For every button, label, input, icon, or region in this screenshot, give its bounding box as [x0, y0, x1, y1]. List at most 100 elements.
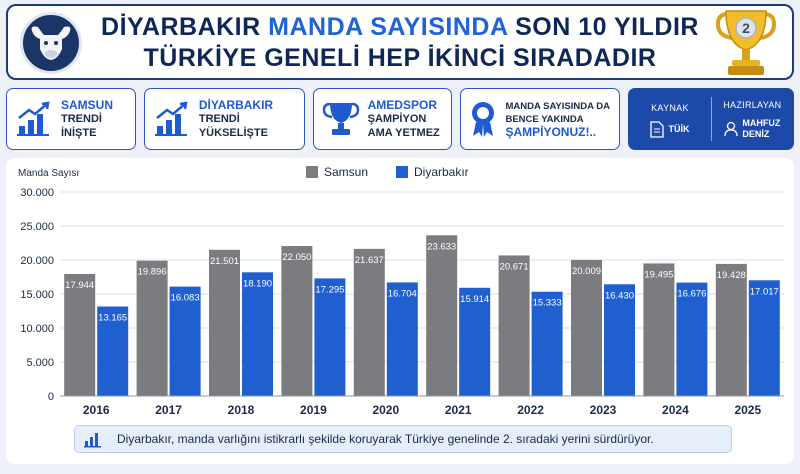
- x-tick-label: 2019: [300, 403, 327, 417]
- data-label: 19.428: [717, 270, 746, 281]
- bar-diyarbakir: [386, 282, 418, 396]
- bar-diyarbakir: [242, 272, 273, 396]
- data-label: 15.914: [460, 294, 489, 305]
- document-icon: [650, 120, 665, 138]
- legend-label: Diyarbakır: [414, 165, 469, 179]
- x-tick-label: 2016: [83, 403, 110, 417]
- card-head: SAMSUN: [61, 98, 114, 112]
- bar-diyarbakir: [169, 286, 201, 396]
- author-label: HAZIRLAYAN: [723, 100, 782, 110]
- data-label: 21.501: [210, 256, 239, 267]
- page-subtitle: TÜRKİYE GENELİ HEP İKİNCİ SIRADADIR: [143, 44, 657, 72]
- data-label: 17.944: [65, 280, 94, 291]
- bar-diyarbakir: [531, 291, 563, 396]
- card-line: İNİŞTE: [61, 127, 97, 139]
- card-line: AMA YETMEZ: [367, 127, 440, 139]
- card-credits: KAYNAK TÜİK HAZIRLAYAN MAHFUZ DENİZ: [628, 88, 795, 150]
- legend-swatch: [396, 166, 408, 178]
- data-label: 15.333: [533, 298, 562, 309]
- bar-samsun: [715, 263, 747, 396]
- data-label: 17.017: [750, 286, 779, 297]
- x-tick-label: 2022: [517, 403, 544, 417]
- bar-diyarbakir: [97, 306, 129, 396]
- source-value: TÜİK: [668, 123, 690, 134]
- bar-samsun: [281, 246, 313, 396]
- bar-samsun: [426, 235, 458, 396]
- user-icon: [724, 121, 738, 137]
- data-label: 16.430: [605, 290, 634, 301]
- bar-chart-up-icon: [154, 101, 188, 136]
- data-label: 19.495: [644, 269, 673, 280]
- buffalo-icon: [20, 12, 82, 74]
- y-tick-label: 15.000: [20, 289, 54, 301]
- data-label: 19.896: [138, 267, 167, 278]
- legend-label: Samsun: [324, 165, 368, 179]
- data-label: 17.295: [315, 284, 344, 295]
- title-highlight: MANDA SAYISINDA: [268, 13, 508, 41]
- bar-chart: Manda Sayısı 0 5.000 10.000 15.000 20.000 25.0…: [18, 165, 784, 417]
- x-tick-label: 2025: [734, 403, 761, 417]
- source-block: KAYNAK TÜİK: [629, 89, 710, 149]
- y-tick-label: 5.000: [26, 357, 54, 369]
- info-cards: SAMSUN TRENDİ İNİŞTE DİYARBAKIR TRENDİ YÜKSE…: [6, 88, 795, 150]
- y-tick-label: 30.000: [20, 187, 54, 199]
- bar-chart-icon: [84, 433, 101, 448]
- card-prediction: MANDA SAYISINDA DA BENCE YAKINDA ŞAMPİYONU…: [460, 88, 621, 150]
- y-tick-label: 25.000: [20, 221, 54, 233]
- x-tick-label: 2023: [590, 403, 617, 417]
- trophy-number: 2: [742, 20, 750, 36]
- x-tick-label: 2018: [228, 403, 255, 417]
- header: DİYARBAKIR MANDA SAYISINDA SON 10 YILDIR…: [6, 4, 794, 80]
- source-label: KAYNAK: [651, 102, 689, 113]
- bar-samsun: [643, 263, 675, 396]
- card-head: ŞAMPİYONUZ!..: [505, 124, 597, 139]
- author-name: MAHFUZ: [742, 118, 781, 128]
- x-tick-label: 2017: [155, 403, 182, 417]
- bar-diyarbakir: [676, 282, 708, 396]
- card-line: TRENDİ: [61, 113, 102, 125]
- data-label: 23.633: [427, 241, 456, 252]
- award-icon: [472, 102, 495, 137]
- author-block: HAZIRLAYAN MAHFUZ DENİZ: [712, 89, 793, 149]
- card-amedspor: AMEDSPOR ŞAMPİYON AMA YETMEZ: [312, 88, 453, 150]
- y-tick-label: 20.000: [20, 255, 54, 267]
- card-head: DİYARBAKIR: [198, 98, 274, 112]
- data-label: 16.676: [677, 289, 706, 300]
- bar-samsun: [136, 260, 168, 396]
- bar-samsun: [209, 249, 240, 396]
- card-line: YÜKSELİŞTE: [198, 127, 268, 139]
- data-label: 21.637: [355, 255, 384, 266]
- footer-note: Diyarbakır, manda varlığını istikrarlı ş…: [74, 425, 732, 453]
- data-label: 16.704: [388, 288, 417, 299]
- y-tick-label: 10.000: [20, 323, 54, 335]
- chart-panel: Manda Sayısı 0 5.000 10.000 15.000 20.000 25.0…: [6, 158, 794, 464]
- bar-diyarbakir: [604, 284, 635, 396]
- data-label: 13.165: [98, 312, 127, 323]
- data-label: 16.083: [171, 293, 200, 304]
- y-axis-label: Manda Sayısı: [18, 168, 79, 179]
- page-title: DİYARBAKIR MANDA SAYISINDA SON 10 YILDIR: [101, 13, 699, 41]
- trophy-icon: 2: [714, 8, 778, 78]
- x-tick-label: 2021: [445, 403, 472, 417]
- cup-icon: [322, 102, 359, 135]
- card-line: BENCE YAKINDA: [505, 113, 584, 125]
- data-label: 20.009: [572, 266, 601, 277]
- x-tick-label: 2024: [662, 403, 689, 417]
- footer-note-text: Diyarbakır, manda varlığını istikrarlı ş…: [117, 432, 654, 446]
- bar-diyarbakir: [314, 278, 346, 396]
- bar-chart-up-icon: [17, 101, 50, 136]
- data-label: 20.671: [500, 261, 529, 272]
- card-head: AMEDSPOR: [367, 98, 437, 112]
- card-line: TRENDİ: [198, 113, 240, 125]
- card-samsun: SAMSUN TRENDİ İNİŞTE: [6, 88, 136, 150]
- bar-samsun: [571, 259, 602, 396]
- data-label: 22.050: [282, 252, 311, 263]
- author-surname: DENİZ: [742, 129, 770, 139]
- card-line: MANDA SAYISINDA DA: [505, 100, 610, 112]
- x-tick-label: 2020: [372, 403, 399, 417]
- card-line: ŞAMPİYON: [367, 113, 427, 125]
- bar-diyarbakir: [748, 280, 780, 396]
- y-tick-label: 0: [48, 391, 54, 403]
- bar-samsun: [64, 273, 96, 396]
